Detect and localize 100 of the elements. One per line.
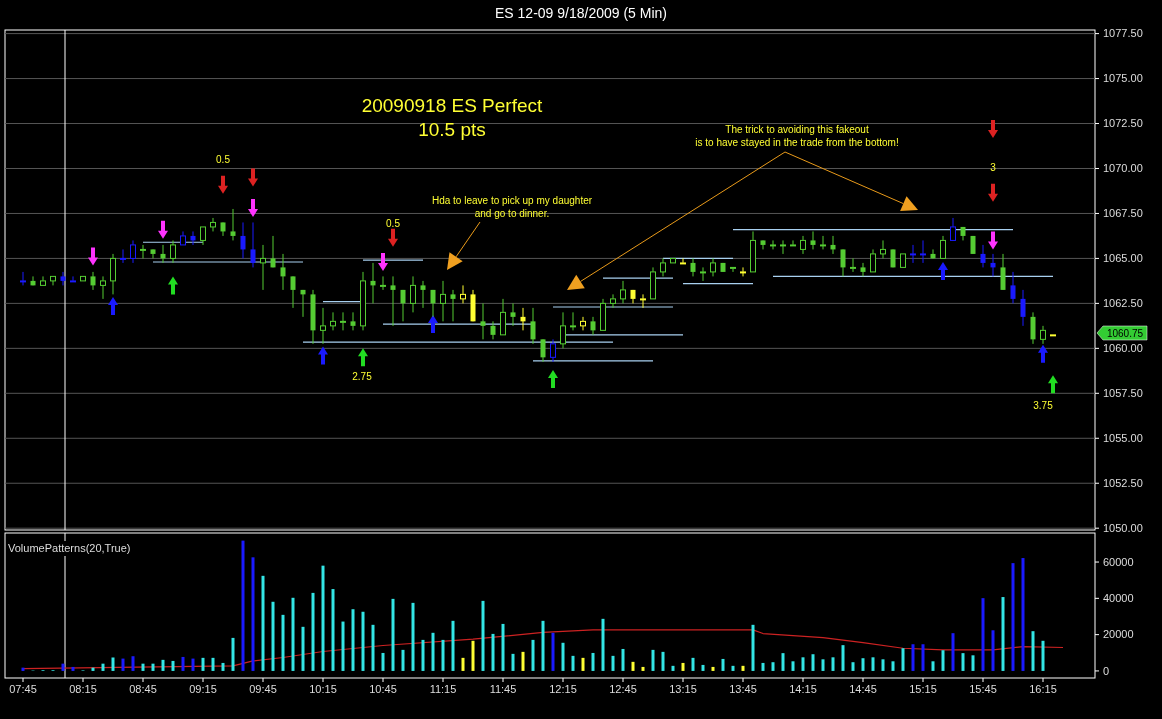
text: 1060.75: [1106, 327, 1144, 339]
bar: [811, 654, 815, 671]
bar: [101, 663, 105, 671]
x-tick-label: 10:45: [369, 683, 397, 695]
candlestick: [350, 311, 356, 331]
chart-title: ES 12-09 9/18/2009 (5 Min): [495, 5, 667, 21]
bar: [391, 598, 395, 671]
candlestick: [920, 239, 926, 264]
bar: [931, 661, 935, 671]
bar: [641, 666, 645, 671]
candlestick: [1020, 289, 1026, 327]
x-tick-label: 15:45: [969, 683, 997, 695]
candlestick: [940, 235, 946, 259]
bar: [281, 614, 285, 671]
candlestick: [90, 271, 96, 291]
bar: [651, 649, 655, 671]
bar: [781, 653, 785, 671]
candlestick: [840, 248, 846, 277]
candlestick: [700, 266, 706, 282]
candlestick: [520, 307, 526, 331]
bar: [1041, 640, 1045, 671]
x-tick-label: 13:15: [669, 683, 697, 695]
candlestick: [380, 275, 386, 291]
candlestick: [320, 307, 326, 345]
bar: [851, 662, 855, 671]
bar: [741, 665, 745, 671]
bar: [341, 621, 345, 671]
bar: [681, 662, 685, 671]
y-tick-label: 1065.00: [1103, 252, 1143, 265]
candlestick: [780, 239, 786, 255]
y-tick-label: 0: [1103, 664, 1110, 677]
bar: [891, 661, 895, 671]
bar: [671, 665, 675, 671]
y-tick-label: 1075.00: [1103, 72, 1143, 85]
bar: [691, 657, 695, 671]
bar: [231, 637, 235, 671]
bar: [441, 639, 445, 671]
annotation: 20090918 ES Perfect 10.5 pts: [361, 95, 544, 140]
candlestick: [730, 266, 736, 273]
x-tick-label: 11:15: [429, 683, 457, 695]
bar: [661, 651, 665, 671]
bar: [311, 592, 315, 671]
x-tick-label: 10:15: [309, 683, 337, 695]
bar: [271, 601, 275, 671]
x-tick-label: 11:45: [489, 683, 517, 695]
bar: [1011, 563, 1015, 671]
bar: [731, 665, 735, 671]
bar: [551, 632, 555, 671]
candlestick: [590, 316, 596, 336]
x-tick-label: 14:45: [849, 683, 877, 695]
candlestick: [570, 311, 576, 331]
y-tick-label: 1057.50: [1103, 387, 1143, 400]
candlestick: [450, 289, 456, 322]
candlestick: [790, 239, 796, 247]
y-tick-label: 1077.50: [1103, 27, 1143, 40]
candlestick: [410, 275, 416, 313]
candlestick: [550, 338, 556, 363]
bar: [321, 565, 325, 671]
candlestick: [390, 275, 396, 327]
bar: [941, 650, 945, 671]
candlestick: [120, 248, 126, 264]
candlestick: [930, 248, 936, 259]
bar: [841, 645, 845, 671]
bar: [631, 661, 635, 671]
bar: [201, 657, 205, 671]
bar: [331, 589, 335, 671]
bar: [871, 657, 875, 671]
candlestick: [190, 230, 196, 246]
bar: [361, 611, 365, 671]
bar: [831, 657, 835, 671]
candlestick: [30, 275, 36, 286]
bar: [881, 659, 885, 671]
annotation: The trick to avoiding this fakeout is to have stayed in the trade from the bottom!: [695, 124, 899, 148]
bar: [151, 663, 155, 671]
x-tick-label: 07:45: [9, 683, 37, 695]
y-tick-label: 1052.50: [1103, 477, 1143, 490]
candlestick: [280, 253, 286, 291]
annotation: 3: [990, 162, 997, 173]
candlestick: [980, 244, 986, 268]
y-tick-label: 40000: [1103, 592, 1134, 605]
candlestick: [100, 275, 106, 300]
bar: [921, 644, 925, 671]
bar: [541, 620, 545, 671]
candlestick: [420, 280, 426, 309]
bar: [721, 658, 725, 671]
bar: [21, 667, 25, 671]
bar: [991, 630, 995, 671]
candlestick: [690, 257, 696, 277]
bar: [141, 663, 145, 671]
bar: [971, 655, 975, 671]
candlestick: [580, 316, 586, 331]
x-tick-label: 08:45: [129, 683, 157, 695]
annotation: Hda to leave to pick up my daughter and go to dinner.: [431, 195, 593, 219]
annotation: 0.5: [216, 154, 231, 165]
candlestick: [620, 280, 626, 304]
bar: [301, 626, 305, 671]
candlestick: [250, 221, 256, 268]
bar: [531, 639, 535, 671]
candlestick: [500, 298, 506, 336]
bar: [61, 663, 65, 671]
